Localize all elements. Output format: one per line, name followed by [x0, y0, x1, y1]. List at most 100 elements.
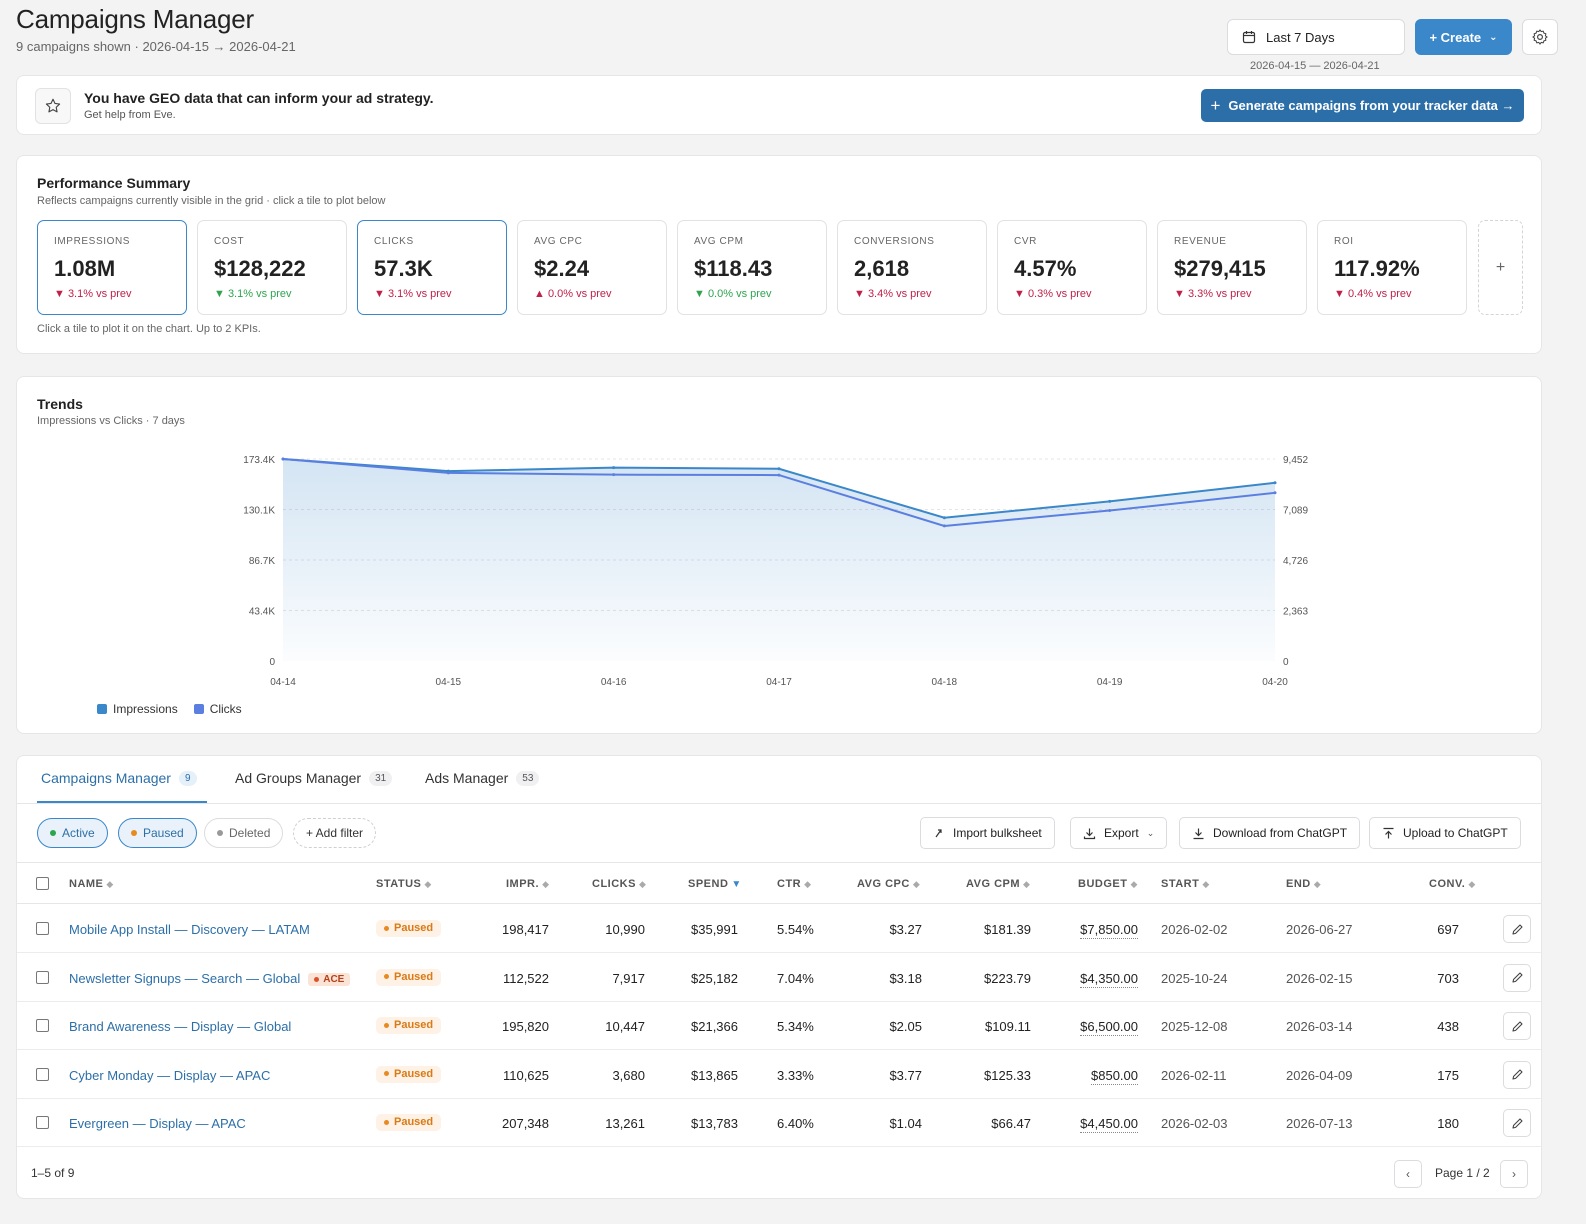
start-date-cell: 2026-02-02 — [1161, 922, 1228, 937]
budget-cell[interactable]: $850.00 — [1091, 1067, 1138, 1085]
kpi-tile-impressions[interactable]: IMPRESSIONS 1.08M ▼ 3.1% vs prev — [37, 220, 187, 315]
impressions-cell: 112,522 — [502, 970, 549, 986]
row-checkbox[interactable] — [36, 1116, 49, 1129]
table-row[interactable]: Evergreen — Display — APAC Paused 207,348 1… — [17, 1099, 1541, 1147]
edit-button[interactable] — [1503, 1060, 1531, 1089]
table-row[interactable]: Brand Awareness — Display — Global Paused… — [17, 1002, 1541, 1050]
row-checkbox[interactable] — [36, 922, 49, 935]
column-avg-cpm[interactable]: AVG CPM ◆ — [966, 878, 1030, 890]
row-checkbox[interactable] — [36, 970, 49, 984]
ctr-cell: 6.40% — [777, 1116, 814, 1131]
sort-icon: ◆ — [1202, 879, 1210, 889]
create-button[interactable]: + Create ⌄ — [1415, 19, 1512, 55]
column-conversions[interactable]: CONV. ◆ — [1429, 878, 1476, 890]
column-impressions[interactable]: IMPR. ◆ — [506, 878, 549, 890]
clicks-cell: 10,990 — [605, 922, 645, 937]
kpi-value: 57.3K — [374, 256, 433, 281]
start-date-cell: 2026-02-03 — [1161, 1116, 1228, 1131]
legend-item-clicks[interactable]: Clicks — [193, 702, 242, 716]
impressions-cell: 110,625 — [502, 1067, 549, 1083]
column-status[interactable]: STATUS ◆ — [376, 878, 432, 890]
campaign-name-link[interactable]: Evergreen — Display — APAC — [69, 1116, 246, 1131]
impressions-cell: 207,348 — [502, 1116, 549, 1131]
column-label: NAME — [69, 878, 104, 890]
kpi-tile-avg-cpc[interactable]: AVG CPC $2.24 ▲ 0.0% vs prev — [517, 220, 667, 315]
star-icon — [35, 88, 71, 124]
filter-paused-chip[interactable]: Paused — [118, 818, 197, 848]
edit-button[interactable] — [1503, 1109, 1531, 1137]
add-filter-button[interactable]: + Add filter — [293, 818, 377, 848]
date-range-text: 2026-04-15 — 2026-04-21 — [1250, 60, 1380, 72]
campaigns-table-card: Campaigns Manager 9 Ad Groups Manager 31… — [16, 755, 1542, 1199]
import-bulksheet-button[interactable]: Import bulksheet — [920, 817, 1055, 849]
settings-button[interactable] — [1522, 19, 1558, 55]
kpi-tile-cvr[interactable]: CVR 4.57% ▼ 0.3% vs prev — [997, 220, 1147, 315]
column-end[interactable]: END ◆ — [1286, 878, 1321, 890]
kpi-tile-cost[interactable]: COST $128,222 ▼ 3.1% vs prev — [197, 220, 347, 315]
column-budget[interactable]: BUDGET ◆ — [1078, 878, 1138, 890]
kpi-label: COST — [214, 236, 245, 247]
filter-label: Deleted — [229, 826, 271, 840]
campaign-name-link[interactable]: Newsletter Signups — Search — Global ACE — [69, 971, 351, 986]
tab-ad-groups-manager[interactable]: Ad Groups Manager 31 — [235, 770, 393, 786]
kpi-change: ▼ 3.1% vs prev — [374, 288, 452, 300]
column-spend[interactable]: SPEND ▼ — [688, 878, 742, 890]
trends-subtitle: Impressions vs Clicks · 7 days — [37, 415, 185, 427]
column-clicks[interactable]: CLICKS ◆ — [592, 878, 646, 890]
edit-button[interactable] — [1503, 1012, 1531, 1040]
kpi-tile-revenue[interactable]: REVENUE $279,415 ▼ 3.3% vs prev — [1157, 220, 1307, 315]
previous-page-button[interactable]: ‹ — [1394, 1160, 1422, 1188]
budget-cell[interactable]: $4,350.00 — [1080, 970, 1138, 988]
legend-item-impressions[interactable]: Impressions — [97, 702, 178, 716]
table-row[interactable]: Cyber Monday — Display — APAC Paused 110,6… — [17, 1051, 1541, 1099]
end-date-cell: 2026-02-15 — [1286, 970, 1353, 986]
date-range-button[interactable]: Last 7 Days — [1227, 19, 1405, 55]
kpi-tile-conversions[interactable]: CONVERSIONS 2,618 ▼ 3.4% vs prev — [837, 220, 987, 315]
column-avg-cpc[interactable]: AVG CPC ◆ — [857, 878, 920, 890]
filter-active-chip[interactable]: Active — [37, 818, 108, 848]
campaign-name-link[interactable]: Mobile App Install — Discovery — LATAM — [69, 922, 310, 937]
budget-cell[interactable]: $6,500.00 — [1080, 1019, 1138, 1036]
y-right-tick-label: 9,452 — [1283, 455, 1308, 466]
campaign-name-link[interactable]: Brand Awareness — Display — Global — [69, 1019, 291, 1034]
ctr-cell: 5.54% — [777, 922, 814, 937]
tab-ads-manager[interactable]: Ads Manager 53 — [425, 770, 540, 786]
edit-button[interactable] — [1503, 963, 1531, 992]
avg-cpm-cell: $125.33 — [984, 1067, 1031, 1083]
download-from-chatgpt-button[interactable]: Download from ChatGPT — [1179, 817, 1361, 849]
add-kpi-tile-button[interactable]: + — [1478, 220, 1523, 315]
campaign-name-link[interactable]: Cyber Monday — Display — APAC — [69, 1068, 270, 1083]
sort-icon: ◆ — [804, 879, 812, 889]
kpi-tile-roi[interactable]: ROI 117.92% ▼ 0.4% vs prev — [1317, 220, 1467, 315]
kpi-tiles: IMPRESSIONS 1.08M ▼ 3.1% vs prev COST $128,2… — [37, 220, 1523, 315]
tab-campaigns-manager[interactable]: Campaigns Manager 9 — [41, 770, 197, 786]
edit-button[interactable] — [1503, 915, 1531, 943]
active-tab-underline — [37, 801, 207, 803]
row-checkbox[interactable] — [36, 1067, 49, 1081]
column-ctr[interactable]: CTR ◆ — [777, 878, 812, 890]
next-page-button[interactable]: › — [1500, 1160, 1528, 1188]
budget-cell[interactable]: $7,850.00 — [1080, 922, 1138, 939]
select-all-checkbox[interactable] — [36, 877, 49, 890]
column-start[interactable]: START ◆ — [1161, 878, 1210, 890]
filter-deleted-chip[interactable]: Deleted — [204, 818, 284, 848]
chevron-down-icon: ⌄ — [1146, 827, 1155, 838]
filter-label: Active — [62, 826, 95, 840]
table-row[interactable]: Mobile App Install — Discovery — LATAM Pa… — [17, 905, 1541, 953]
kpi-tile-clicks[interactable]: CLICKS 57.3K ▼ 3.1% vs prev — [357, 220, 507, 315]
column-name[interactable]: NAME ◆ — [69, 878, 114, 890]
budget-cell[interactable]: $4,450.00 — [1080, 1116, 1138, 1133]
generate-campaigns-button[interactable]: + Generate campaigns from your tracker d… — [1201, 89, 1524, 122]
x-tick-label: 04-20 — [1262, 677, 1288, 688]
table-row[interactable]: Newsletter Signups — Search — Global ACE P… — [17, 954, 1541, 1002]
avg-cpc-cell: $3.77 — [889, 1067, 922, 1083]
kpi-change: ▼ 0.0% vs prev — [694, 288, 772, 300]
upload-to-chatgpt-button[interactable]: Upload to ChatGPT — [1369, 817, 1521, 849]
row-checkbox[interactable] — [36, 1019, 49, 1032]
status-badge: Paused — [376, 968, 442, 986]
kpi-tile-avg-cpm[interactable]: AVG CPM $118.43 ▼ 0.0% vs prev — [677, 220, 827, 315]
kpi-change: ▼ 0.4% vs prev — [1334, 288, 1412, 300]
kpi-change: ▼ 3.4% vs prev — [854, 288, 932, 300]
conversions-cell: 697 — [1437, 922, 1459, 937]
export-button[interactable]: Export ⌄ — [1070, 817, 1168, 849]
